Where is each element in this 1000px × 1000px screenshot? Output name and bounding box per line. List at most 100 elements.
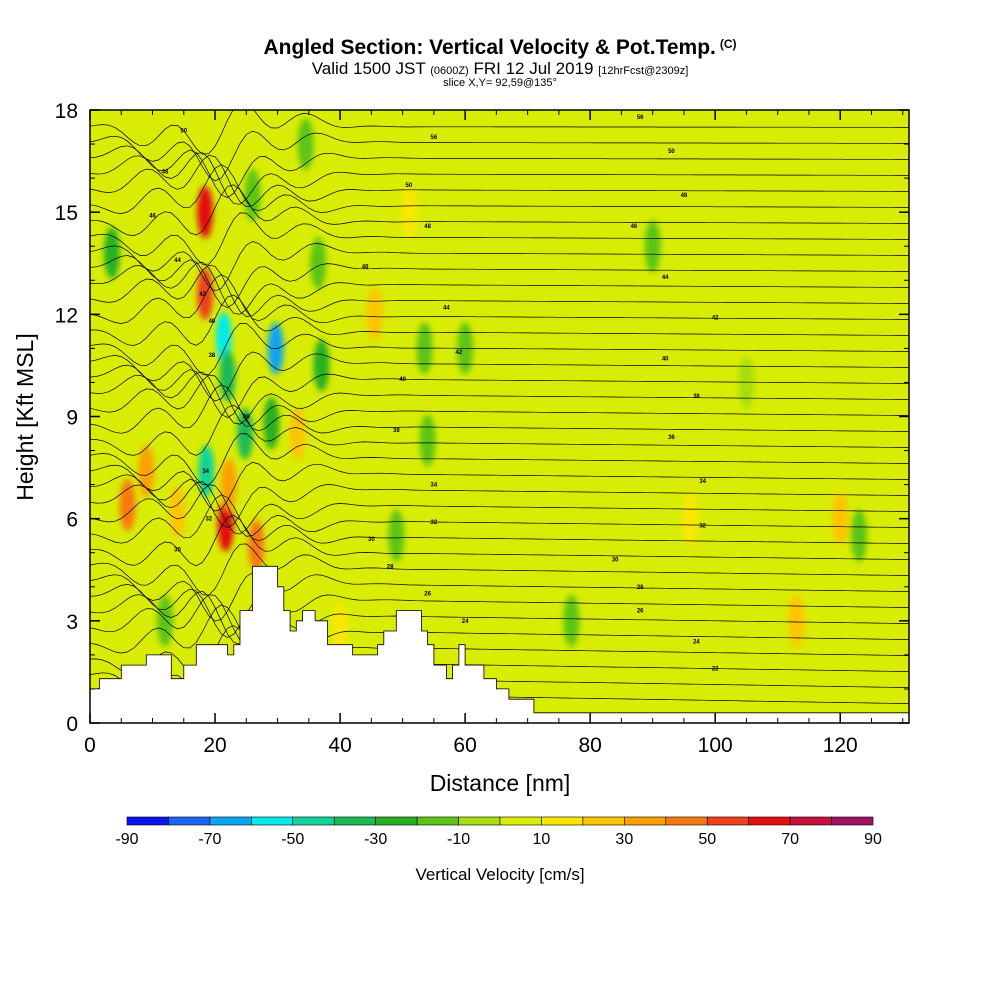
isotherm-line <box>90 274 909 324</box>
velocity-cell <box>244 169 261 222</box>
velocity-cell <box>388 509 405 562</box>
isotherm-label: 28 <box>637 585 644 591</box>
isotherm-line <box>90 164 909 214</box>
isotherm-label: 32 <box>205 517 212 523</box>
isotherm-line <box>90 481 909 535</box>
isotherm-line <box>90 110 909 155</box>
velocity-cell <box>644 220 661 273</box>
colorbar-swatch <box>748 816 791 826</box>
isotherm-label: 24 <box>693 639 700 645</box>
colorbar-title: Vertical Velocity [cm/s] <box>415 865 584 884</box>
colorbar-tick-label: 90 <box>864 831 882 848</box>
isotherm-label: 22 <box>712 667 719 673</box>
x-tick-label: 100 <box>698 734 733 757</box>
colorbar-tick-label: -90 <box>115 831 138 848</box>
colorbar-swatch <box>541 816 584 826</box>
isotherm-label: 40 <box>209 319 216 325</box>
velocity-cell <box>563 594 580 647</box>
isotherm-line <box>90 130 909 182</box>
isotherm-label: 42 <box>456 350 463 356</box>
colorbar-tick-label: -70 <box>198 831 221 848</box>
velocity-cell <box>313 339 330 392</box>
isotherm-label: 38 <box>209 353 216 359</box>
x-tick-label: 0 <box>84 734 96 757</box>
colorbar-swatch <box>251 816 294 826</box>
colorbar-swatch <box>209 816 252 826</box>
colorbar-swatch <box>665 816 708 826</box>
isotherm-label: 56 <box>637 115 644 121</box>
isotherm-label: 32 <box>699 523 706 529</box>
isotherm-line <box>90 364 909 419</box>
velocity-cell <box>169 485 186 538</box>
isotherm-label: 40 <box>399 377 406 383</box>
colorbar-swatch <box>416 816 459 826</box>
isotherm-line <box>90 484 909 537</box>
isotherm-line <box>90 515 909 567</box>
isotherm-line <box>90 241 909 292</box>
x-tick-label: 20 <box>203 734 226 757</box>
colorbar-tick-label: -50 <box>281 831 304 848</box>
isotherm-line <box>90 145 909 198</box>
isotherm-label: 34 <box>202 469 209 475</box>
isotherm-label: 28 <box>387 564 394 570</box>
velocity-cell <box>157 594 174 647</box>
y-tick-label: 3 <box>66 611 78 634</box>
colorbar-swatch <box>789 816 832 826</box>
isotherm-label: 48 <box>162 169 169 175</box>
isotherm-line <box>90 572 909 622</box>
velocity-cell <box>248 519 265 572</box>
y-axis-title: Height [Kft MSL] <box>12 333 38 500</box>
velocity-cell <box>332 601 349 654</box>
colorbar-swatch <box>168 816 211 826</box>
isotherm-labels: 50 48 46 44 42 40 38 36 34 32 30 56 50 48 46 44 42 40 38 34… <box>149 115 719 673</box>
isotherm-line <box>90 374 909 427</box>
isotherm-line <box>90 264 909 317</box>
colorbar-tick-label: -30 <box>364 831 387 848</box>
isotherm-label: 38 <box>393 428 400 434</box>
isotherm-label: 50 <box>406 183 413 189</box>
isotherm-label: 48 <box>424 224 431 230</box>
colorbar-tick-label: -10 <box>447 831 470 848</box>
colorbar-tick-label: 10 <box>533 831 551 848</box>
forecast-info: [12hrFcst@2309z] <box>598 65 689 77</box>
valid-time: Valid 1500 JST <box>311 59 426 78</box>
velocity-cell <box>197 186 214 239</box>
isotherm-line <box>90 184 909 236</box>
colorbar-tick-label: 50 <box>698 831 716 848</box>
chart-subtitle: Valid 1500 JST (0600Z) FRI 12 Jul 2019 [… <box>0 59 1000 79</box>
velocity-background <box>90 110 909 723</box>
y-tick-label: 6 <box>66 509 78 532</box>
colorbar-swatch <box>375 816 418 826</box>
isotherm-line <box>90 543 909 596</box>
x-tick-label: 60 <box>453 734 476 757</box>
velocity-cell <box>219 349 236 402</box>
isotherm-label: 34 <box>699 479 706 485</box>
velocity-cell <box>289 407 306 460</box>
chart-title-text: Angled Section: Vertical Velocity & Pot.… <box>263 36 716 59</box>
y-tick-label: 12 <box>55 304 78 327</box>
chart-title: Angled Section: Vertical Velocity & Pot.… <box>0 36 1000 60</box>
colorbar-swatch <box>499 816 542 826</box>
isotherm-line <box>90 625 909 677</box>
velocity-cell <box>400 186 417 239</box>
isotherm-label: 46 <box>631 224 638 230</box>
isotherm-line <box>90 371 909 425</box>
velocity-cell <box>103 227 120 280</box>
isotherm-line <box>90 261 909 315</box>
x-axis: 0 20 40 60 80 100 120 <box>84 110 904 757</box>
title-unit: (C) <box>719 37 737 51</box>
isotherm-line <box>90 212 909 265</box>
colorbar-swatch <box>126 816 169 826</box>
colorbar-labels: -90 -70 -50 -30 -10 10 30 50 70 90 <box>115 831 882 848</box>
y-tick-label: 0 <box>66 713 78 736</box>
isotherm-line <box>90 594 909 647</box>
velocity-cell <box>220 458 237 511</box>
velocity-cell <box>682 492 699 545</box>
velocity-cell <box>366 288 383 341</box>
x-axis-title: Distance [nm] <box>430 770 571 796</box>
isotherm-line <box>90 351 909 402</box>
isotherm-line <box>90 322 909 375</box>
isotherm-line <box>90 255 909 308</box>
velocity-cell <box>832 492 849 545</box>
